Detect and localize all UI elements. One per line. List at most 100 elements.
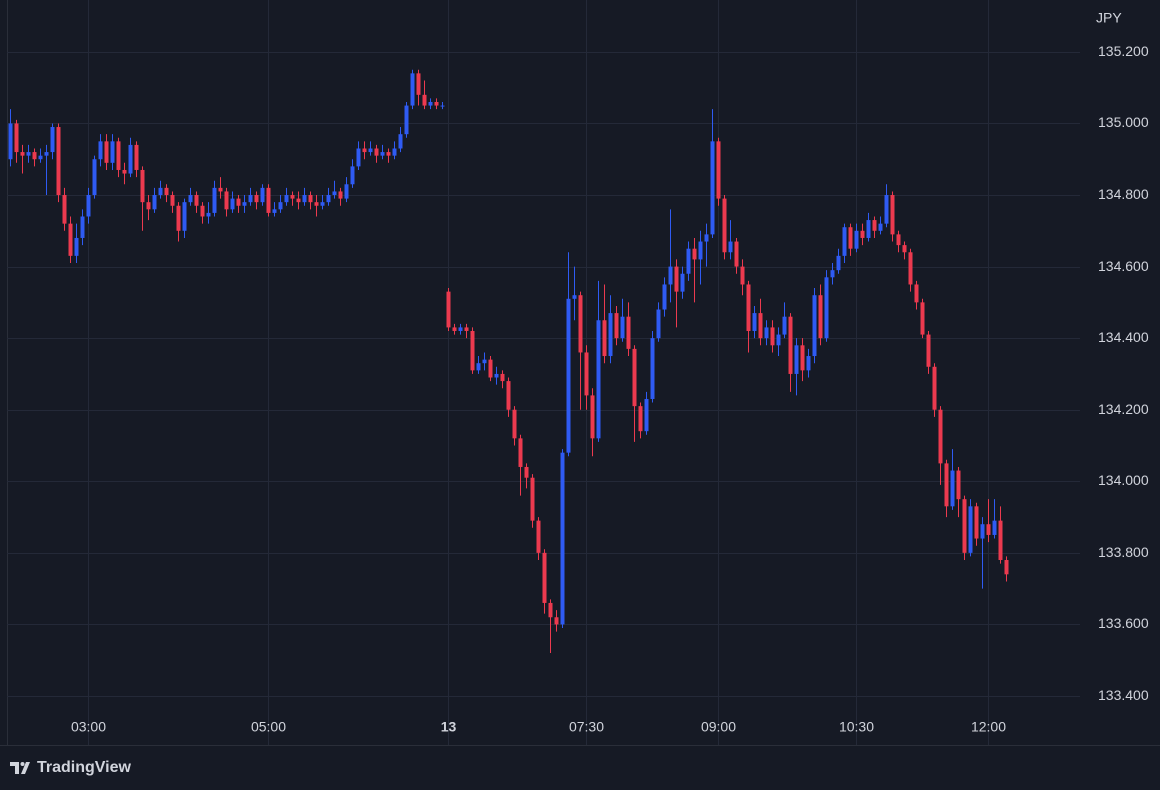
- candle-body: [182, 202, 187, 231]
- candle-body: [968, 506, 973, 553]
- candle-body: [746, 284, 751, 331]
- candle-body: [308, 195, 313, 203]
- x-tick-label: 03:00: [71, 719, 106, 735]
- y-tick-label: 133.800: [1098, 544, 1149, 560]
- candle-body: [656, 309, 661, 339]
- candle-body: [476, 363, 481, 371]
- candle-body: [764, 327, 769, 339]
- candle-body: [374, 148, 379, 156]
- candle-body: [494, 373, 499, 378]
- candle-body: [860, 230, 865, 238]
- candle-body: [806, 356, 811, 371]
- candle-body: [890, 195, 895, 235]
- candle-body: [68, 223, 73, 256]
- candle-body: [950, 470, 955, 507]
- candle-body: [932, 366, 937, 410]
- candle-body: [284, 195, 289, 203]
- candle-body: [524, 466, 529, 478]
- candle-body: [704, 234, 709, 242]
- candle-body: [824, 277, 829, 339]
- candle-body: [332, 191, 337, 196]
- candle-body: [260, 187, 265, 203]
- candle-body: [584, 352, 589, 396]
- candle-body: [566, 298, 571, 453]
- plot-area: [7, 0, 1080, 745]
- candle-body: [896, 234, 901, 246]
- candle-body: [944, 463, 949, 507]
- candle-body: [836, 255, 841, 271]
- candle-body: [782, 316, 787, 335]
- candle-body: [254, 195, 259, 203]
- candle-body: [122, 169, 127, 174]
- candle-body: [644, 398, 649, 432]
- candle-body: [470, 330, 475, 371]
- candle-body: [854, 230, 859, 249]
- candle-body: [716, 141, 721, 199]
- candle-body: [14, 123, 19, 153]
- y-tick-label: 135.200: [1098, 43, 1149, 59]
- candle-body: [326, 195, 331, 203]
- candle-body: [128, 144, 133, 174]
- candle-body: [878, 223, 883, 231]
- candle-body: [626, 316, 631, 349]
- candle-body: [446, 291, 451, 328]
- brand[interactable]: TradingView: [10, 759, 132, 776]
- candle-body: [44, 152, 49, 156]
- candle-body: [8, 123, 13, 160]
- candle-body: [800, 345, 805, 371]
- candle-body: [158, 187, 163, 196]
- x-tick-label: 05:00: [251, 719, 286, 735]
- candle-body: [74, 237, 79, 256]
- candle-body: [710, 141, 715, 235]
- candle-body: [170, 195, 175, 206]
- x-tick-label: 07:30: [569, 719, 604, 735]
- candle-body: [920, 302, 925, 335]
- candle-body: [680, 273, 685, 292]
- candle-body: [428, 101, 433, 106]
- candle-body: [500, 373, 505, 382]
- candle-body: [314, 202, 319, 206]
- candle-body: [554, 617, 559, 625]
- candle-body: [464, 327, 469, 331]
- candle-body: [296, 198, 301, 203]
- candle-body: [266, 187, 271, 213]
- candle-body: [728, 241, 733, 253]
- candle-body: [206, 212, 211, 217]
- candle-body: [164, 187, 169, 196]
- candle-body: [752, 313, 757, 331]
- y-tick-label: 135.000: [1098, 114, 1149, 130]
- candle-body: [20, 152, 25, 156]
- candle-body: [146, 202, 151, 210]
- candle-body: [722, 198, 727, 253]
- candle-body: [134, 144, 139, 170]
- candle-body: [506, 381, 511, 410]
- candle-body: [770, 327, 775, 346]
- candle-body: [662, 284, 667, 310]
- candle-body: [398, 134, 403, 149]
- candle-body: [362, 148, 367, 153]
- candle-body: [422, 94, 427, 106]
- candle-body: [320, 202, 325, 206]
- candle-body: [986, 524, 991, 535]
- candle-body: [104, 141, 109, 163]
- candle-body: [614, 313, 619, 339]
- candle-body: [194, 195, 199, 206]
- candle-body: [242, 202, 247, 206]
- candle-body: [956, 470, 961, 500]
- candle-body: [482, 359, 487, 364]
- candle-body: [698, 241, 703, 260]
- candle-body: [848, 227, 853, 249]
- candle-body: [668, 266, 673, 285]
- candle-body: [590, 395, 595, 439]
- x-tick-label: 09:00: [701, 719, 736, 735]
- candle-body: [278, 202, 283, 210]
- candle-body: [32, 152, 37, 160]
- candle-body: [734, 241, 739, 267]
- candle-body: [992, 520, 997, 535]
- candle-body: [452, 327, 457, 331]
- x-tick-label: 12:00: [971, 719, 1006, 735]
- candle-body: [212, 187, 217, 213]
- candle-body: [650, 338, 655, 399]
- candle-body: [962, 499, 967, 553]
- candle-body: [26, 152, 31, 156]
